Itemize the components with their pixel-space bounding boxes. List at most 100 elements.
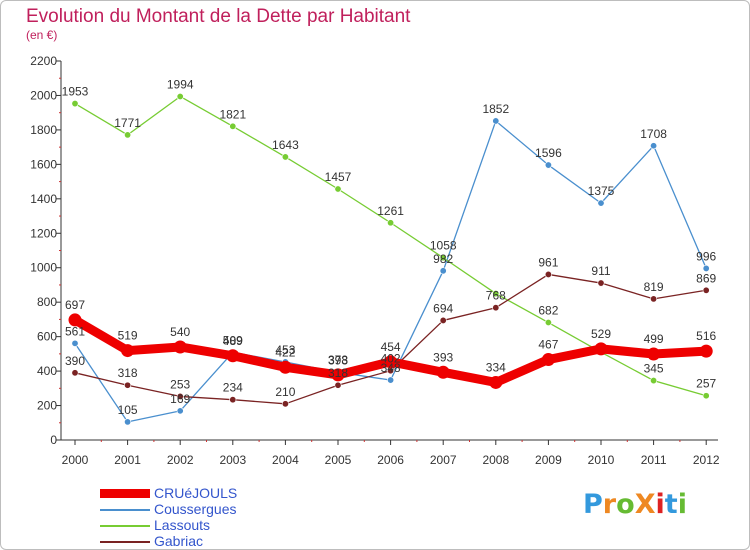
data-point-gabriac [281,400,289,408]
data-label-gabriac: 694 [433,301,453,315]
data-point-coussergues [702,264,710,272]
data-label-gabriac: 819 [644,280,664,294]
data-label-coussergues: 105 [118,403,138,417]
legend-swatch [100,509,150,511]
data-label-coussergues: 453 [275,343,295,357]
data-point-gabriac [229,396,237,404]
legend-swatch [100,525,150,527]
data-label-lassouts: 1994 [167,77,194,91]
chart-subtitle: (en €) [26,28,58,42]
data-label-cruejouls: 454 [381,340,401,354]
data-point-cruejouls [594,342,608,356]
logo-letter: r [602,489,617,520]
y-tick-label: 600 [37,330,57,344]
x-tick-label: 2010 [588,453,615,467]
data-point-lassouts [229,122,237,130]
y-tick-label: 2000 [30,88,57,102]
data-point-lassouts [387,219,395,227]
data-point-coussergues [71,339,79,347]
logo-letter: o [616,489,635,520]
x-tick-label: 2000 [62,453,89,467]
data-point-gabriac [597,279,605,287]
x-tick-label: 2011 [641,453,667,467]
data-label-cruejouls: 378 [328,353,348,367]
x-tick-label: 2002 [167,453,194,467]
data-label-lassouts: 682 [538,304,558,318]
legend-label: CRUéJOULS [154,485,238,501]
data-point-coussergues [387,376,395,384]
data-label-cruejouls: 499 [644,332,664,346]
y-tick-label: 1400 [30,192,57,206]
data-point-coussergues [439,267,447,275]
data-label-coussergues: 561 [65,324,85,338]
data-point-lassouts [650,377,658,385]
data-label-gabriac: 961 [538,255,558,269]
data-label-gabriac: 234 [223,381,243,395]
data-label-coussergues: 169 [170,392,190,406]
data-point-cruejouls [278,360,292,374]
data-point-coussergues [176,407,184,415]
chart-title: Evolution du Montant de la Dette par Hab… [26,6,411,27]
data-label-gabriac: 253 [170,377,190,391]
legend-label: Gabriac [154,533,204,549]
data-point-lassouts [71,100,79,108]
data-point-coussergues [650,142,658,150]
y-tick-label: 2200 [30,54,57,68]
data-point-gabriac [439,316,447,324]
data-label-coussergues: 348 [381,361,401,375]
logo-letter: i [655,489,665,520]
data-label-cruejouls: 516 [696,329,716,343]
data-label-gabriac: 768 [486,289,506,303]
data-label-gabriac: 869 [696,271,716,285]
x-tick-label: 2005 [325,453,352,467]
y-tick-label: 1200 [30,226,57,240]
x-tick-label: 2003 [219,453,246,467]
data-point-coussergues [124,418,132,426]
data-point-cruejouls [489,375,503,389]
data-point-lassouts [544,319,552,327]
legend-swatch [100,541,150,543]
data-label-coussergues: 509 [223,333,243,347]
y-tick-label: 1600 [30,157,57,171]
data-point-cruejouls [436,365,450,379]
data-label-cruejouls: 697 [65,298,85,312]
data-point-cruejouls [68,313,82,327]
data-point-lassouts [176,92,184,100]
data-label-gabriac: 911 [591,264,610,278]
data-point-lassouts [439,254,447,262]
data-label-lassouts: 1643 [272,138,299,152]
data-label-cruejouls: 540 [170,325,190,339]
x-tick-label: 2008 [482,453,509,467]
x-tick-label: 2012 [693,453,720,467]
data-point-cruejouls [173,340,187,354]
data-label-coussergues: 1708 [640,127,667,141]
data-label-lassouts: 345 [644,362,664,376]
x-tick-label: 2009 [535,453,562,467]
data-label-gabriac: 402 [381,352,401,366]
data-point-gabriac [71,369,79,377]
data-point-cruejouls [699,344,713,358]
data-label-cruejouls: 467 [538,338,558,352]
data-point-lassouts [124,131,132,139]
data-label-coussergues: 1375 [588,184,615,198]
data-point-gabriac [544,270,552,278]
data-point-cruejouls [226,349,240,363]
logo-letter: P [583,489,603,520]
legend-swatch [100,489,150,498]
data-label-lassouts: 1771 [114,116,141,130]
x-tick-label: 2001 [114,453,141,467]
x-tick-label: 2006 [377,453,404,467]
data-label-coussergues: 996 [696,249,716,263]
data-point-cruejouls [384,355,398,369]
data-label-gabriac: 390 [65,354,85,368]
legend-label: Lassouts [154,517,211,533]
data-label-coussergues: 1596 [535,146,562,160]
data-label-gabriac: 318 [328,366,348,380]
x-tick-label: 2004 [272,453,299,467]
data-label-cruejouls: 529 [591,327,611,341]
data-label-lassouts: 1058 [430,239,457,253]
data-label-coussergues: 1852 [482,102,509,116]
data-point-gabriac [334,381,342,389]
